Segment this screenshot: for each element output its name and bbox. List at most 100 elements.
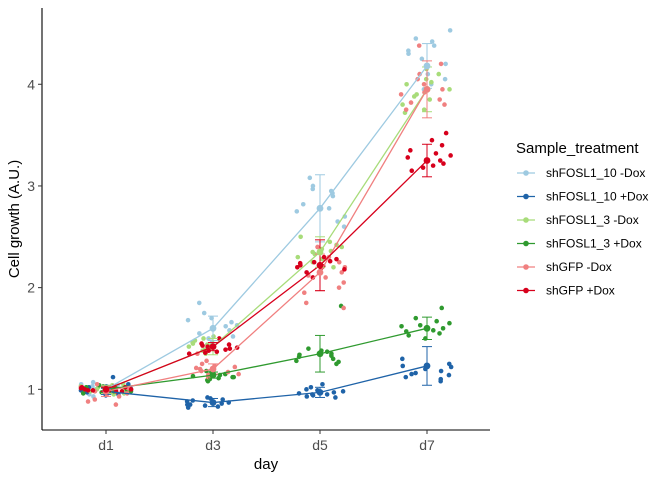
- data-point: [413, 370, 418, 376]
- legend-label: shFOSL1_3 +Dox: [546, 237, 642, 251]
- data-point: [446, 361, 452, 367]
- jitter-points: [78, 28, 454, 410]
- data-point: [90, 388, 96, 393]
- data-point: [116, 394, 122, 399]
- data-point: [447, 28, 453, 33]
- mean-point: [316, 350, 324, 358]
- data-point: [339, 270, 345, 275]
- data-point: [85, 399, 91, 404]
- legend-key-point: [523, 287, 529, 294]
- data-point: [80, 391, 86, 396]
- x-axis-ticks: d1 d3 d5 d7: [98, 430, 435, 453]
- legend-item: shFOSL1_10 +Dox: [517, 190, 648, 204]
- data-point: [342, 267, 347, 272]
- series-line: [105, 365, 428, 404]
- data-point: [230, 374, 235, 380]
- data-point: [330, 356, 336, 362]
- data-point: [334, 256, 339, 262]
- data-point: [82, 387, 88, 392]
- x-tick-label: d5: [312, 437, 328, 453]
- data-point: [417, 322, 423, 328]
- data-point: [324, 392, 330, 397]
- data-point: [423, 76, 429, 82]
- data-point: [400, 356, 405, 362]
- data-point: [437, 331, 442, 336]
- error-bars: [101, 43, 432, 408]
- data-point: [438, 376, 444, 382]
- data-point: [442, 102, 447, 107]
- data-point: [90, 379, 96, 385]
- legend-key-point: [523, 170, 529, 176]
- data-point: [403, 107, 409, 112]
- data-point: [209, 339, 215, 344]
- data-point: [294, 209, 300, 214]
- data-point: [429, 79, 434, 85]
- legend-item: shFOSL1_10 -Dox: [517, 166, 645, 180]
- data-point: [413, 315, 419, 321]
- plot-area: [78, 28, 454, 410]
- data-point: [430, 163, 436, 168]
- legend-key-point: [523, 264, 529, 270]
- data-point: [236, 371, 241, 377]
- data-point: [421, 107, 427, 112]
- x-tick-label: d3: [205, 437, 221, 453]
- data-point: [425, 71, 431, 77]
- data-point: [186, 351, 192, 357]
- mean-point: [423, 62, 431, 70]
- data-point: [232, 364, 238, 370]
- data-point: [310, 186, 316, 192]
- mean-lines: [105, 65, 428, 404]
- data-point: [298, 234, 303, 240]
- mean-point: [209, 399, 217, 406]
- legend-item: shGFP -Dox: [517, 260, 612, 274]
- legend-key-point: [523, 193, 529, 200]
- data-point: [200, 343, 205, 348]
- mean-point: [316, 388, 324, 396]
- data-point: [326, 206, 332, 211]
- data-point: [331, 390, 337, 395]
- data-point: [433, 151, 439, 156]
- data-point: [438, 61, 444, 67]
- data-point: [223, 347, 228, 352]
- series-line: [105, 327, 428, 390]
- legend-label: shGFP +Dox: [546, 284, 615, 298]
- data-point: [427, 97, 433, 102]
- data-point: [186, 344, 192, 349]
- data-point: [214, 349, 220, 355]
- legend-item: shFOSL1_3 -Dox: [517, 213, 639, 227]
- data-point: [197, 366, 203, 372]
- mean-point: [316, 261, 324, 269]
- data-point: [408, 100, 414, 105]
- data-point: [306, 346, 311, 351]
- data-point: [440, 326, 446, 331]
- data-point: [301, 290, 307, 296]
- data-point: [320, 381, 325, 387]
- legend-item: shGFP +Dox: [517, 284, 615, 298]
- data-point: [413, 36, 419, 41]
- data-point: [406, 48, 411, 54]
- data-point: [327, 239, 333, 245]
- data-point: [409, 371, 414, 377]
- series-line: [105, 65, 428, 390]
- data-point: [438, 368, 444, 374]
- data-point: [430, 328, 436, 333]
- y-axis-title: Cell growth (A.U.): [6, 160, 23, 278]
- legend-key-point: [523, 240, 529, 247]
- data-point: [331, 265, 336, 270]
- data-point: [429, 39, 435, 44]
- data-point: [295, 254, 301, 260]
- data-point: [110, 374, 116, 380]
- data-point: [408, 148, 413, 153]
- data-point: [448, 153, 453, 158]
- data-point: [223, 323, 228, 329]
- data-point: [128, 387, 134, 392]
- data-point: [416, 43, 422, 48]
- data-point: [437, 158, 443, 163]
- data-point: [429, 137, 435, 143]
- data-point: [304, 270, 309, 275]
- mean-point: [423, 362, 431, 370]
- data-point: [406, 333, 411, 338]
- data-point: [420, 165, 426, 170]
- data-point: [403, 374, 409, 380]
- y-tick-label: 2: [27, 280, 35, 296]
